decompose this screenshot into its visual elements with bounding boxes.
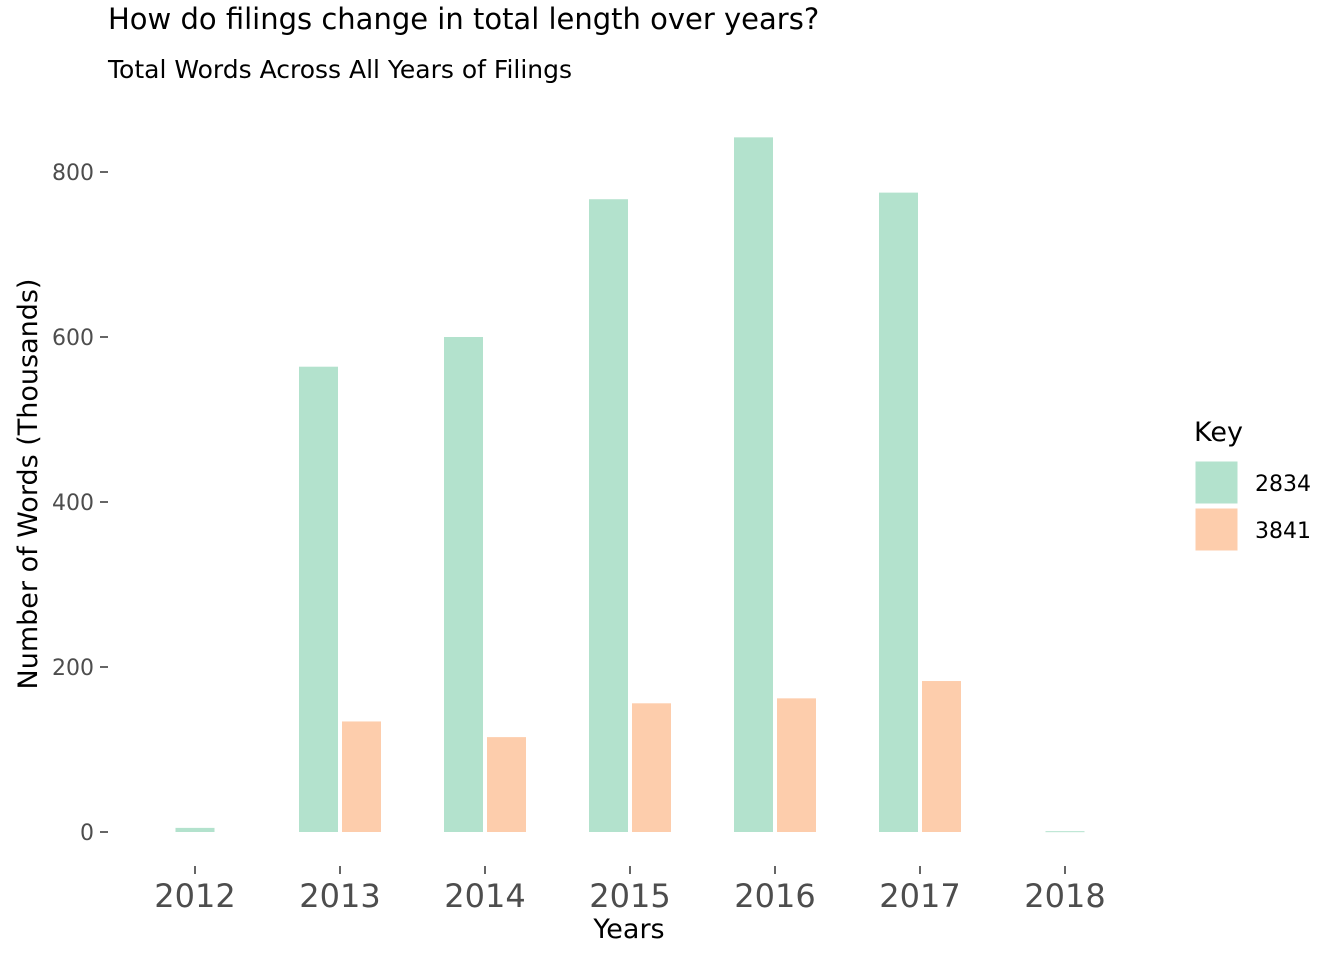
legend-label-3841: 3841 — [1255, 519, 1311, 544]
y-tick-label: 400 — [52, 491, 94, 516]
chart-title: How do filings change in total length ov… — [108, 2, 820, 36]
x-tick-label: 2015 — [589, 877, 670, 915]
bar-2834-2018 — [1045, 831, 1085, 833]
chart-subtitle: Total Words Across All Years of Filings — [108, 55, 573, 84]
y-tick-label: 600 — [52, 326, 94, 351]
bar-2834-2016 — [734, 137, 773, 833]
bar-2834-2017 — [879, 192, 918, 832]
y-tick-label: 0 — [80, 821, 94, 846]
bar-3841-2013 — [342, 721, 381, 832]
x-tick-label: 2012 — [154, 877, 235, 915]
x-tick-label: 2013 — [299, 877, 380, 915]
bar-3841-2014 — [487, 737, 526, 832]
bar-3841-2016 — [777, 698, 816, 832]
y-tick-label: 800 — [52, 161, 94, 186]
y-axis: 0 200 400 600 800 — [52, 161, 108, 846]
y-tick-label: 200 — [52, 656, 94, 681]
legend-label-2834: 2834 — [1255, 472, 1311, 497]
plot-area — [175, 137, 1085, 833]
bar-2834-2014 — [444, 337, 483, 832]
x-tick-label: 2014 — [444, 877, 525, 915]
bar-2834-2013 — [299, 366, 338, 832]
x-tick-label: 2016 — [734, 877, 815, 915]
bar-2834-2012 — [175, 827, 215, 832]
x-tick-label: 2018 — [1024, 877, 1105, 915]
bar-2834-2015 — [589, 199, 628, 833]
y-axis-title: Number of Words (Thousands) — [13, 279, 44, 690]
bar-3841-2017 — [922, 681, 961, 832]
x-axis: 2012 2013 2014 2015 2016 2017 2018 — [154, 866, 1106, 915]
bar-3841-2015 — [632, 703, 671, 832]
legend-title: Key — [1194, 417, 1243, 448]
x-axis-title: Years — [592, 914, 664, 945]
x-tick-label: 2017 — [879, 877, 960, 915]
legend-swatch-2834 — [1194, 460, 1239, 505]
legend: Key 2834 3841 — [1194, 417, 1311, 552]
legend-swatch-3841 — [1194, 507, 1239, 552]
